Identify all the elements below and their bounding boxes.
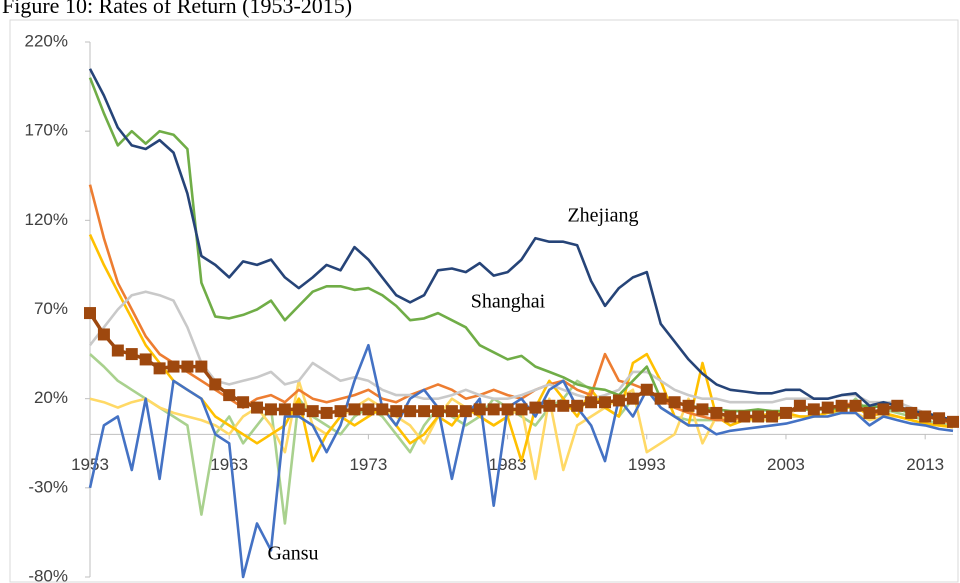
y-tick-label: 20% [34, 388, 68, 407]
x-tick-label: 2003 [767, 455, 805, 474]
x-tick-label: 1993 [628, 455, 666, 474]
data-point [125, 348, 138, 361]
y-tick-label: 220% [25, 31, 68, 50]
data-point [278, 403, 291, 416]
data-point [738, 410, 751, 423]
data-point [863, 406, 876, 419]
data-point [209, 378, 222, 391]
data-point [362, 403, 375, 416]
data-point [793, 399, 806, 412]
data-point [766, 410, 779, 423]
chart-title: Figure 10: Rates of Return (1953-2015) [2, 0, 352, 18]
data-point [585, 396, 598, 409]
data-point [654, 392, 667, 405]
y-tick-label: 70% [34, 299, 68, 318]
data-point [167, 360, 180, 373]
data-point [292, 403, 305, 416]
data-point [251, 401, 264, 414]
data-point [181, 360, 194, 373]
data-point [626, 392, 639, 405]
x-tick-label: 1963 [210, 455, 248, 474]
data-point [752, 410, 765, 423]
annotation: Gansu [267, 543, 318, 565]
data-point [835, 399, 848, 412]
y-tick-label: 170% [25, 121, 68, 140]
data-point [710, 406, 723, 419]
data-point [431, 405, 444, 418]
data-point [807, 403, 820, 416]
data-point [139, 353, 152, 366]
data-point [821, 401, 834, 414]
data-point [696, 403, 709, 416]
data-point [97, 328, 110, 341]
data-point [237, 396, 250, 409]
data-point [877, 403, 890, 416]
data-point [599, 396, 612, 409]
data-point [724, 410, 737, 423]
data-point [612, 394, 625, 407]
data-point [919, 410, 932, 423]
x-tick-label: 2013 [906, 455, 944, 474]
data-point [459, 405, 472, 418]
data-point [153, 362, 166, 375]
data-point [487, 403, 500, 416]
data-point [445, 405, 458, 418]
data-point [473, 403, 486, 416]
y-tick-label: -30% [28, 477, 68, 496]
annotation: Shanghai [471, 291, 546, 313]
data-point [682, 399, 695, 412]
x-tick-label: 1973 [349, 455, 387, 474]
data-point [376, 403, 389, 416]
data-point [571, 399, 584, 412]
series-line [88, 290, 954, 422]
series-line [88, 343, 954, 579]
data-point [543, 399, 556, 412]
data-point [84, 307, 96, 320]
data-point [320, 406, 333, 419]
data-point [849, 399, 862, 412]
data-point [501, 403, 514, 416]
data-point [529, 401, 542, 414]
data-point [515, 403, 528, 416]
data-point [111, 344, 124, 357]
data-point [933, 412, 946, 425]
data-point [195, 360, 208, 373]
data-point [947, 415, 959, 428]
y-tick-label: -80% [28, 566, 68, 583]
x-tick-label: 1953 [71, 455, 109, 474]
series-line [88, 77, 954, 424]
data-point [404, 405, 417, 418]
data-point [306, 405, 319, 418]
data-point [348, 403, 361, 416]
data-point [223, 389, 236, 402]
data-point [891, 399, 904, 412]
annotation: Zhejiang [567, 205, 638, 227]
chart-frame [9, 19, 959, 583]
data-point [557, 399, 570, 412]
y-tick-label: 120% [25, 210, 68, 229]
data-point [905, 406, 918, 419]
data-point [334, 405, 347, 418]
data-point [390, 405, 403, 418]
series-line [88, 68, 954, 422]
data-point [668, 396, 681, 409]
data-point [418, 405, 431, 418]
data-point [640, 383, 653, 396]
data-point [264, 403, 277, 416]
data-point [779, 406, 792, 419]
